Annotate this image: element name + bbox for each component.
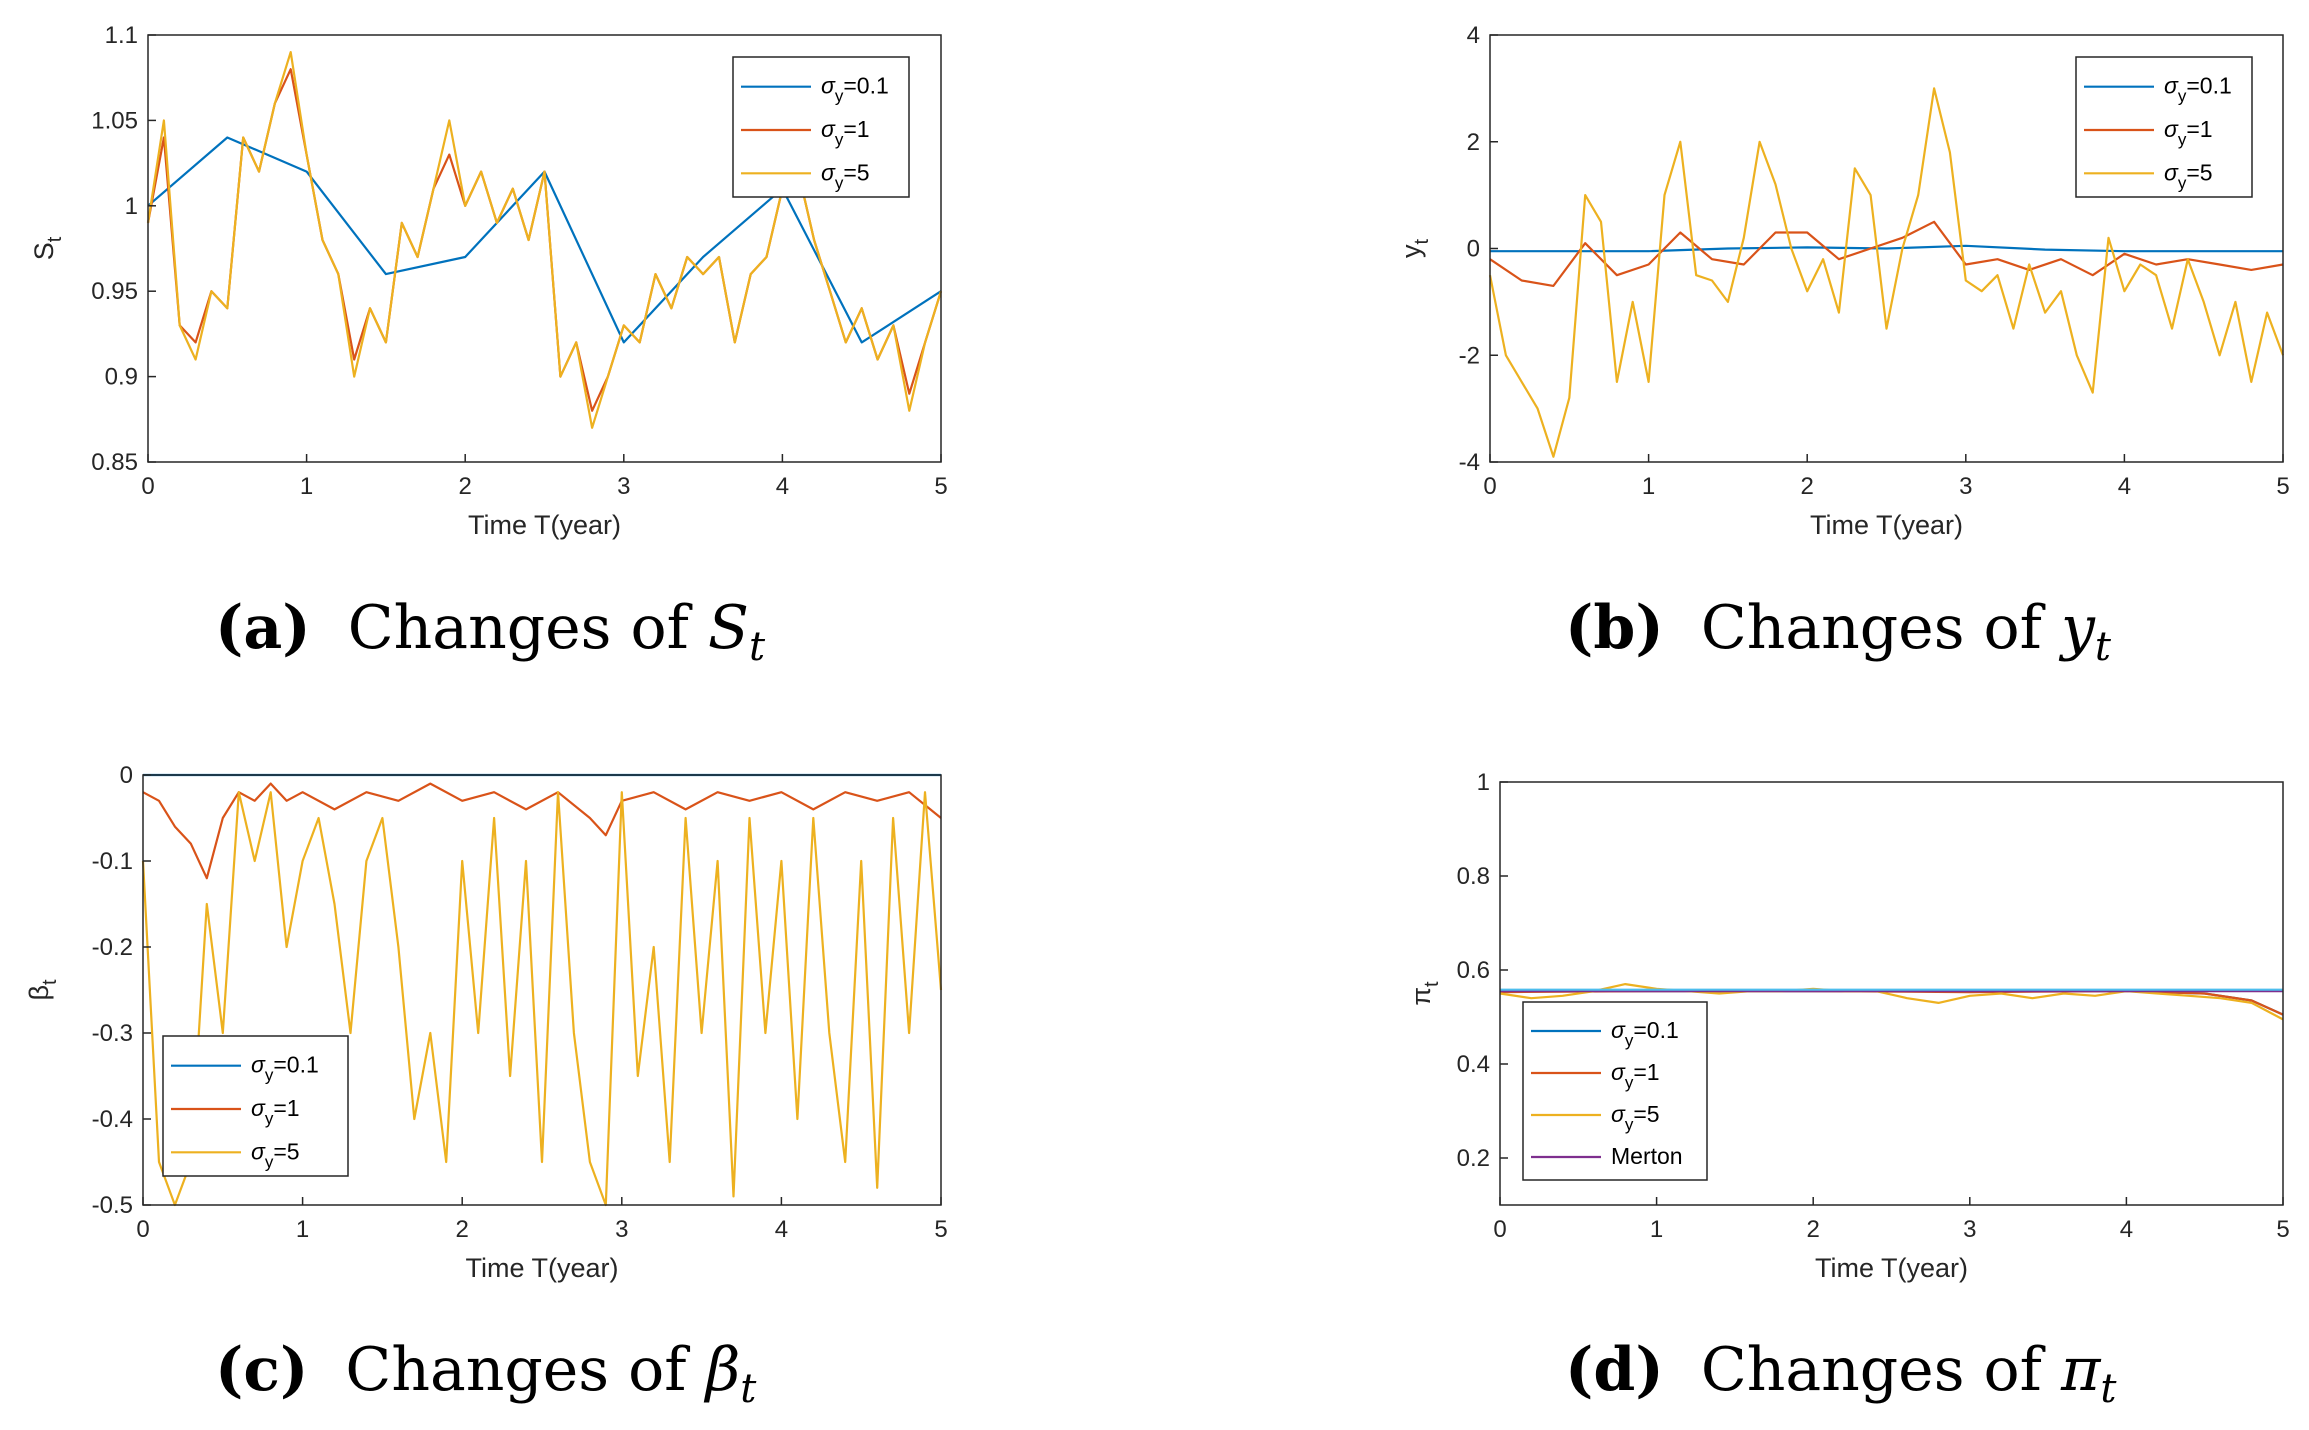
legend-label: σy=0.1 — [251, 1052, 319, 1085]
x-tick-label: 3 — [1959, 473, 1972, 500]
y-tick-label: -4 — [1459, 449, 1480, 476]
x-axis-label: Time T(year) — [1810, 510, 1963, 540]
y-tick-label: 1 — [1477, 769, 1490, 796]
series-line-1 — [1489, 220, 2284, 287]
x-tick-label: 1 — [296, 1216, 309, 1243]
y-tick-label: 1 — [125, 193, 138, 220]
caption-b: (b) Changes of yt — [1565, 593, 2112, 670]
panel-d: 0 1 2 3 4 5 0.2 0.4 0.6 0.8 1 Time T(year) πt σy=0.1 σ… — [1406, 769, 2290, 1283]
series-line-2 — [1499, 982, 2284, 1021]
x-tick-label: 0 — [136, 1216, 149, 1243]
axes-box — [1499, 781, 2284, 1206]
panel-a: 0 1 2 3 4 5 0.85 0.9 0.95 1 1.05 1.1 Time T(year) St σ… — [29, 22, 948, 540]
y-tick-label: 0.85 — [91, 449, 138, 476]
y-tick-label: 2 — [1467, 129, 1480, 156]
x-tick-label: 1 — [300, 473, 313, 500]
legend-label: σy=0.1 — [2164, 73, 2232, 106]
legend-label: σy=1 — [1611, 1059, 1660, 1092]
legend-label: σy=0.1 — [821, 73, 889, 106]
series-line-2 — [141, 791, 943, 1207]
legend-label: Merton — [1611, 1143, 1683, 1169]
x-tick-label: 5 — [2276, 473, 2289, 500]
y-tick-label: -0.1 — [92, 848, 133, 875]
x-tick-label: 3 — [617, 473, 630, 500]
legend-label: σy=1 — [251, 1095, 300, 1128]
y-axis-label: βt — [24, 979, 61, 1001]
series-line-2 — [146, 50, 943, 429]
x-tick-label: 2 — [1801, 473, 1814, 500]
x-tick-label: 1 — [1650, 1216, 1663, 1243]
x-tick-label: 2 — [459, 473, 472, 500]
legend-label: σy=1 — [821, 116, 870, 149]
y-tick-label: -0.4 — [92, 1106, 133, 1133]
x-tick-label: 5 — [2276, 1216, 2289, 1243]
y-axis-label: πt — [1406, 981, 1443, 1006]
legend-label: σy=0.1 — [1611, 1017, 1679, 1050]
axes-box — [142, 774, 942, 1206]
y-tick-label: -0.2 — [92, 934, 133, 961]
legend-label: σy=5 — [1611, 1101, 1660, 1134]
y-tick-label: 0.95 — [91, 278, 138, 305]
y-tick-label: 0.8 — [1457, 863, 1490, 890]
x-tick-label: 0 — [1483, 473, 1496, 500]
x-tick-label: 0 — [141, 473, 154, 500]
y-tick-label: 0.2 — [1457, 1145, 1490, 1172]
y-tick-label: 1.1 — [105, 22, 138, 49]
x-tick-label: 1 — [1642, 473, 1655, 500]
y-tick-label: -0.3 — [92, 1020, 133, 1047]
x-tick-label: 3 — [1963, 1216, 1976, 1243]
y-tick-label: 0.6 — [1457, 957, 1490, 984]
legend-label: σy=5 — [2164, 159, 2213, 192]
y-axis-label: St — [29, 236, 66, 260]
x-tick-label: 4 — [775, 1216, 788, 1243]
x-tick-label: 0 — [1493, 1216, 1506, 1243]
series-line-0 — [1490, 244, 2283, 253]
y-tick-label: 4 — [1467, 22, 1480, 49]
caption-c: (c) Changes of βt — [215, 1335, 757, 1412]
caption-d: (d) Changes of πt — [1565, 1335, 2117, 1412]
x-tick-label: 2 — [456, 1216, 469, 1243]
x-axis-label: Time T(year) — [468, 510, 621, 540]
x-tick-label: 4 — [2118, 473, 2131, 500]
caption-a: (a) Changes of St — [215, 593, 766, 670]
x-tick-label: 4 — [2120, 1216, 2133, 1243]
x-tick-label: 5 — [934, 473, 947, 500]
x-tick-label: 3 — [615, 1216, 628, 1243]
x-tick-label: 4 — [776, 473, 789, 500]
panel-b: 0 1 2 3 4 5 -4 -2 0 2 4 Time T(year) yt σy=0.1 σy=1 σy=… — [1396, 22, 2290, 540]
y-tick-label: 0 — [120, 762, 133, 789]
x-tick-label: 5 — [934, 1216, 947, 1243]
y-tick-label: 0.9 — [105, 364, 138, 391]
panel-c: 0 1 2 3 4 5 -0.5 -0.4 -0.3 -0.2 -0.1 0 Time T(year) β… — [24, 762, 948, 1283]
y-tick-label: 1.05 — [91, 107, 138, 134]
legend-label: σy=5 — [821, 159, 870, 192]
legend-label: σy=5 — [251, 1138, 300, 1171]
x-axis-label: Time T(year) — [465, 1253, 618, 1283]
y-tick-label: 0 — [1467, 236, 1480, 263]
x-axis-label: Time T(year) — [1815, 1253, 1968, 1283]
y-axis-label: yt — [1396, 239, 1433, 259]
axes-box — [147, 34, 942, 463]
series-line-2 — [1488, 87, 2285, 458]
y-tick-label: -2 — [1459, 342, 1480, 369]
x-tick-label: 2 — [1807, 1216, 1820, 1243]
series-line-1 — [142, 782, 942, 880]
y-tick-label: 0.4 — [1457, 1051, 1490, 1078]
y-tick-label: -0.5 — [92, 1192, 133, 1219]
legend-label: σy=1 — [2164, 116, 2213, 149]
